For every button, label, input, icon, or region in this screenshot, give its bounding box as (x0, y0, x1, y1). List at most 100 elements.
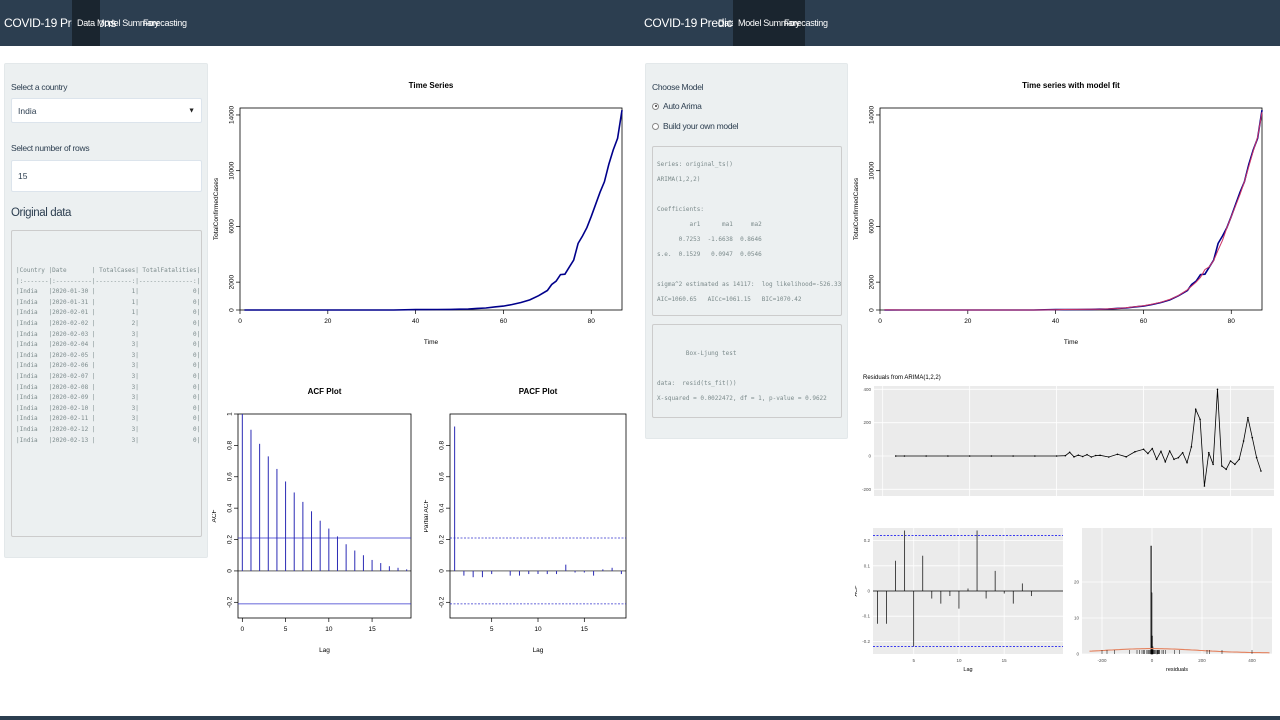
residual-point (1077, 454, 1080, 456)
x-tick-label: 10 (534, 626, 542, 633)
tab-model-summary[interactable]: Model Summary (97, 18, 159, 28)
residual-point (1181, 451, 1184, 454)
residual-point (1116, 453, 1119, 456)
fitted-line (884, 112, 1263, 311)
navbar: COVID-19 Predictions Data Model Summary … (0, 0, 640, 46)
residual-point (1173, 458, 1175, 461)
tab-forecasting[interactable]: Forecasting (143, 18, 187, 28)
x-tick-label: 60 (500, 318, 508, 325)
chart-title: Time Series (409, 81, 454, 90)
y-tick-label: 0.4 (227, 503, 234, 512)
x-tick-label: 80 (1228, 318, 1236, 325)
residual-point (1090, 456, 1093, 458)
y-tick-label: 0.8 (439, 440, 446, 449)
y-tick-label: 0.6 (227, 472, 234, 481)
table-row: |India |2020-02-07 | 3| 0| (16, 372, 201, 380)
box-test-line: data: resid(ts_fit()) (657, 380, 737, 387)
residual-line (895, 389, 1262, 487)
summary-line: Coefficients: (657, 206, 704, 213)
y-axis-label: ACF (212, 509, 218, 522)
residuals-acf-plot: 5 10 15 -0.2 -0.1 0 0.1 0.2 Lag ACF (855, 528, 1063, 673)
residual-point (1177, 456, 1180, 459)
y-axis-label: TotalConfirmedCases (853, 177, 860, 240)
residual-point (968, 455, 971, 457)
box-test-line (657, 331, 841, 346)
app-brand[interactable]: COVID-19 Predictions (644, 16, 757, 30)
y-tick-label: 14000 (869, 106, 876, 124)
x-tick-label: 10 (325, 626, 333, 633)
pacf-plot: PACF Plot 5 10 15 -0.2 0 0.2 0.4 0.6 0.8 Lag Partia… (424, 387, 627, 654)
radio-selected-icon (652, 102, 659, 110)
table-row: |India |2020-02-04 | 3| 0| (16, 341, 201, 349)
residual-point (1155, 458, 1158, 461)
tab-data[interactable]: Data (72, 0, 100, 46)
y-tick-label: 0 (1076, 652, 1079, 657)
x-axis-label: Lag (319, 647, 330, 654)
y-tick-label: 0 (868, 454, 871, 459)
rows-input[interactable]: 15 (11, 160, 202, 192)
x-tick-label: 0 (878, 318, 882, 325)
residual-point (1055, 455, 1058, 457)
chart-title: Residuals from ARIMA(1,2,2) (863, 375, 941, 381)
residual-point (1194, 408, 1197, 411)
rows-label: Select number of rows (11, 143, 90, 153)
table-row: |India |2020-02-02 | 2| 0| (16, 319, 201, 327)
residual-point (1225, 468, 1227, 471)
y-tick-label: 0 (867, 589, 870, 594)
y-tick-label: 0 (869, 308, 876, 312)
residual-point (1168, 450, 1171, 452)
residual-point (1207, 451, 1210, 454)
time-series-fit-plot: Time series with model fit 0 20 40 60 80 0 2000… (853, 81, 1263, 346)
model-summary-output: Series: original_ts() ARIMA(1,2,2) Coeffi… (652, 146, 842, 316)
residual-point (1064, 454, 1067, 457)
table-row: |India |2020-02-06 | 3| 0| (16, 362, 201, 370)
residual-point (1251, 436, 1254, 439)
x-tick-label: 0 (241, 626, 245, 633)
table-row: |India |2020-01-31 | 1| 0| (16, 298, 201, 306)
y-tick-label: 2000 (229, 275, 236, 290)
summary-line: s.e. 0.1529 0.0947 0.0546 (657, 251, 762, 258)
radio-build-own-model[interactable]: Build your own model (652, 121, 739, 131)
radio-auto-arima[interactable]: Auto Arima (652, 101, 702, 111)
plot-frame (879, 107, 1263, 311)
tab-forecasting[interactable]: Forecasting (784, 18, 828, 28)
x-tick-label: 200 (1198, 658, 1206, 663)
residual-point (1094, 454, 1097, 457)
summary-line: sigma^2 estimated as 14117: log likeliho… (657, 281, 842, 288)
tab-data[interactable]: Data (718, 18, 736, 28)
x-tick-label: -200 (1097, 658, 1107, 663)
x-tick-label: 80 (588, 318, 596, 325)
residual-point (1247, 416, 1249, 419)
sidebar-panel: Select a country India ▼ Select number o… (4, 63, 208, 558)
summary-line: ar1 ma1 ma2 (657, 221, 762, 228)
residual-point (925, 455, 927, 457)
residual-point (1221, 465, 1223, 467)
table-row: |:-------|:----------|----------:|------… (16, 277, 201, 285)
x-tick-label: 5 (284, 626, 288, 633)
residual-point (1212, 463, 1214, 466)
x-axis-label: Lag (963, 667, 972, 673)
table-row: |India |2020-02-03 | 3| 0| (16, 330, 201, 338)
y-tick-label: 14000 (229, 106, 236, 124)
x-tick-label: 20 (964, 318, 972, 325)
summary-line: Series: original_ts() (657, 161, 733, 168)
summary-line: 0.7253 -1.6638 0.8646 (657, 236, 762, 243)
country-select[interactable]: India ▼ (11, 98, 202, 123)
table-row: |India |2020-02-08 | 3| 0| (16, 383, 201, 391)
y-tick-label: 6000 (869, 219, 876, 234)
residual-point (1164, 461, 1167, 463)
table-row: |India |2020-02-09 | 3| 0| (16, 394, 201, 402)
summary-line (657, 187, 841, 202)
density-curve (1089, 648, 1270, 654)
tab-model-summary[interactable]: Model Summary (733, 0, 805, 46)
x-axis-label: Time (424, 339, 439, 346)
table-row: |India |2020-02-10 | 3| 0| (16, 404, 201, 412)
chart-title: PACF Plot (519, 387, 558, 396)
plot-frame (239, 107, 623, 311)
residual-point (1238, 458, 1241, 461)
y-tick-label: -0.2 (862, 639, 870, 644)
x-tick-label: 400 (1248, 658, 1256, 663)
residual-point (1012, 455, 1014, 457)
original-data-title: Original data (11, 207, 72, 219)
x-tick-label: 20 (324, 318, 332, 325)
